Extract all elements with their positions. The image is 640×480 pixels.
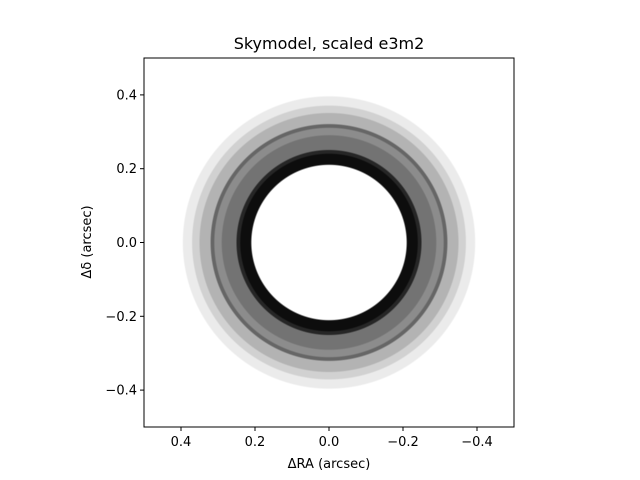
ring-disk: [144, 58, 514, 427]
y-tick-label: −0.2: [105, 310, 137, 325]
y-tick-label: −0.4: [105, 384, 137, 399]
x-axis-ticks: 0.4 0.2 0.0 −0.2 −0.4: [171, 427, 493, 450]
x-tick-label: 0.4: [171, 435, 192, 450]
y-tick-label: 0.4: [116, 88, 137, 103]
y-tick-label: 0.2: [116, 162, 137, 177]
skymodel-image: [144, 58, 514, 427]
x-tick-label: −0.2: [387, 435, 419, 450]
y-axis-label: Δδ (arcsec): [80, 205, 95, 278]
x-tick-label: 0.2: [245, 435, 266, 450]
x-axis-label: ΔRA (arcsec): [288, 457, 371, 472]
x-tick-label: −0.4: [461, 435, 493, 450]
x-tick-label: 0.0: [319, 435, 340, 450]
y-axis-ticks: 0.4 0.2 0.0 −0.2 −0.4: [105, 88, 144, 399]
y-tick-label: 0.0: [116, 236, 137, 251]
chart-title: Skymodel, scaled e3m2: [234, 34, 425, 53]
